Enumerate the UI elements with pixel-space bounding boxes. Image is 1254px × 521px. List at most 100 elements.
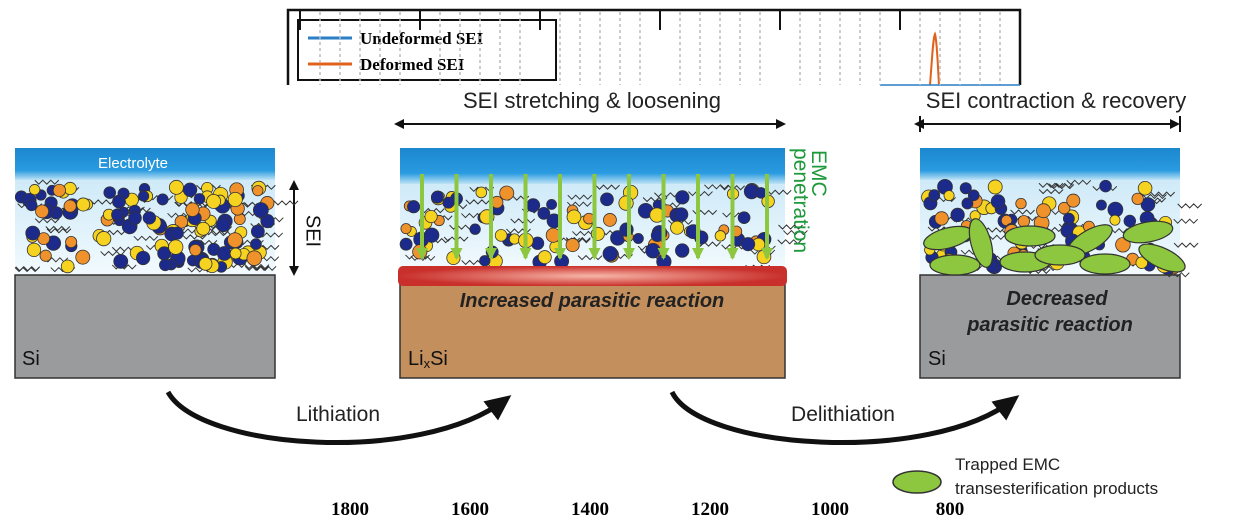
particle bbox=[230, 248, 241, 259]
transition-label: Delithiation bbox=[791, 403, 895, 426]
particle bbox=[1037, 204, 1051, 218]
particle bbox=[741, 238, 754, 251]
particle bbox=[66, 236, 77, 247]
particle bbox=[407, 201, 419, 213]
particle bbox=[138, 191, 148, 201]
particle bbox=[159, 259, 171, 271]
particle bbox=[77, 198, 90, 211]
particle bbox=[425, 210, 437, 222]
particle bbox=[443, 197, 454, 208]
substrate-part: Li bbox=[408, 348, 424, 370]
particle bbox=[197, 222, 210, 235]
particle bbox=[620, 223, 633, 236]
particle bbox=[603, 246, 618, 261]
particle bbox=[1124, 215, 1136, 227]
reaction-label: Decreased bbox=[1006, 288, 1108, 310]
reaction-label: Increased parasitic reaction bbox=[460, 290, 725, 312]
particle bbox=[1138, 181, 1152, 195]
axis-number: 1000 bbox=[811, 499, 849, 520]
particle bbox=[674, 208, 687, 221]
particle bbox=[64, 200, 76, 212]
particle bbox=[157, 194, 168, 205]
substrate-label: Si bbox=[22, 348, 40, 370]
particle bbox=[1110, 215, 1120, 225]
particle bbox=[169, 180, 183, 194]
electrolyte-label: Electrolyte bbox=[98, 155, 168, 172]
legend-text: Undeformed SEI bbox=[360, 29, 484, 48]
particle bbox=[112, 209, 124, 221]
particle bbox=[27, 243, 41, 257]
particle bbox=[143, 212, 155, 224]
reaction-layer bbox=[398, 266, 787, 286]
particle bbox=[476, 187, 487, 198]
particle bbox=[400, 238, 412, 250]
particle bbox=[425, 228, 439, 242]
spectrum-fragment: Undeformed SEI Deformed SEI bbox=[288, 10, 1020, 85]
particle bbox=[547, 199, 557, 209]
axis-number: 800 bbox=[936, 499, 965, 520]
particle bbox=[1063, 213, 1074, 224]
particle bbox=[113, 195, 126, 208]
substrate-label: Si bbox=[928, 348, 946, 370]
particle bbox=[495, 230, 507, 242]
particle bbox=[676, 191, 689, 204]
trapped-product bbox=[1035, 245, 1085, 265]
particle bbox=[566, 238, 579, 251]
particle bbox=[171, 227, 183, 239]
particle bbox=[26, 226, 40, 240]
particle bbox=[619, 196, 633, 210]
sei-label: SEI bbox=[302, 215, 324, 247]
particle bbox=[40, 250, 51, 261]
particle bbox=[253, 185, 263, 195]
emc-label: penetration bbox=[789, 148, 812, 253]
legend-text: Deformed SEI bbox=[360, 55, 465, 74]
trapped-product bbox=[930, 255, 980, 275]
particle bbox=[76, 250, 90, 264]
legend-text: Trapped EMC bbox=[955, 455, 1060, 474]
particle bbox=[670, 221, 683, 234]
particle bbox=[186, 203, 200, 217]
particle bbox=[26, 200, 37, 211]
particle bbox=[738, 212, 750, 224]
particle bbox=[991, 195, 1005, 209]
reaction-label: parasitic reaction bbox=[966, 314, 1133, 336]
axis-number: 1200 bbox=[691, 499, 729, 520]
particle bbox=[431, 191, 443, 203]
axis-number: 1600 bbox=[451, 499, 489, 520]
particle bbox=[1100, 180, 1112, 192]
axis-number: 1400 bbox=[571, 499, 609, 520]
panel-header: SEI stretching & loosening bbox=[463, 88, 721, 113]
particle bbox=[675, 244, 689, 258]
particle bbox=[962, 198, 973, 209]
trapped-product bbox=[1005, 226, 1055, 246]
particle bbox=[194, 194, 205, 205]
particle bbox=[470, 224, 481, 235]
particle bbox=[114, 254, 128, 268]
chain bbox=[1178, 204, 1202, 208]
particle bbox=[207, 194, 221, 208]
trapped-product bbox=[1080, 254, 1130, 274]
particle bbox=[527, 199, 540, 212]
particle bbox=[601, 193, 614, 206]
particle bbox=[1096, 200, 1106, 210]
axis-numbers: 1800 1600 1400 1200 1000 800 bbox=[331, 499, 964, 520]
particle bbox=[199, 257, 212, 270]
particle bbox=[538, 251, 551, 264]
particle bbox=[413, 245, 427, 259]
particle bbox=[169, 240, 183, 254]
particle bbox=[250, 239, 261, 250]
particle bbox=[756, 188, 767, 199]
particle bbox=[929, 190, 940, 201]
particle bbox=[253, 203, 268, 218]
particle bbox=[53, 184, 65, 196]
particle bbox=[567, 210, 581, 224]
particle bbox=[247, 251, 262, 266]
particle bbox=[715, 231, 726, 242]
substrate-part: Si bbox=[430, 348, 448, 370]
particle bbox=[988, 180, 1002, 194]
legend-swatch bbox=[893, 471, 941, 493]
transition-label: Lithiation bbox=[296, 403, 380, 426]
particle bbox=[190, 244, 201, 255]
particle bbox=[104, 187, 116, 199]
particle bbox=[1132, 193, 1143, 204]
